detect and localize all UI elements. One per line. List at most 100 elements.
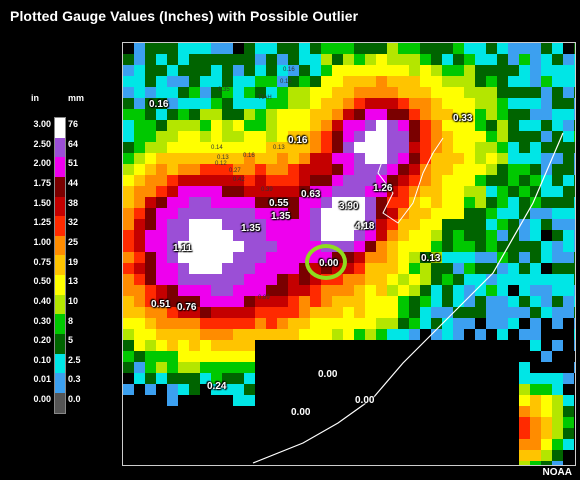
- rainfall-cell: [387, 208, 398, 219]
- rainfall-cell: [255, 153, 266, 164]
- rainfall-cell: [563, 428, 574, 439]
- rainfall-cell: [189, 384, 200, 395]
- rainfall-cell: [167, 307, 178, 318]
- rainfall-cell: [497, 329, 508, 340]
- rainfall-cell: [552, 131, 563, 142]
- rainfall-cell: [420, 197, 431, 208]
- rainfall-cell: [398, 54, 409, 65]
- rainfall-cell: [398, 285, 409, 296]
- rainfall-cell: [475, 54, 486, 65]
- rainfall-cell: [497, 120, 508, 131]
- rainfall-cell: [288, 230, 299, 241]
- rainfall-cell: [156, 186, 167, 197]
- rainfall-cell: [387, 43, 398, 54]
- rainfall-cell: [167, 208, 178, 219]
- rainfall-cell: [365, 230, 376, 241]
- rainfall-cell: [464, 175, 475, 186]
- rainfall-cell: [156, 230, 167, 241]
- rainfall-cell: [475, 197, 486, 208]
- rainfall-cell: [387, 274, 398, 285]
- rainfall-cell: [475, 230, 486, 241]
- rainfall-cell: [475, 120, 486, 131]
- gauge-value-label: 0.24: [207, 381, 227, 392]
- rainfall-cell: [310, 318, 321, 329]
- rainfall-cell: [233, 329, 244, 340]
- rainfall-cell: [453, 241, 464, 252]
- rainfall-cell: [145, 186, 156, 197]
- rainfall-cell: [409, 197, 420, 208]
- rainfall-cell: [497, 186, 508, 197]
- rainfall-cell: [211, 43, 222, 54]
- rainfall-cell: [134, 307, 145, 318]
- rainfall-cell: [431, 65, 442, 76]
- rainfall-cell: [233, 197, 244, 208]
- rainfall-cell: [244, 120, 255, 131]
- rainfall-cell: [541, 43, 552, 54]
- rainfall-cell: [541, 274, 552, 285]
- rainfall-cell: [321, 230, 332, 241]
- rainfall-cell: [343, 87, 354, 98]
- rainfall-cell: [431, 230, 442, 241]
- rainfall-cell: [530, 87, 541, 98]
- rainfall-cell: [563, 219, 574, 230]
- legend-tick-mm: 51: [68, 158, 79, 169]
- rainfall-cell: [233, 373, 244, 384]
- rainfall-cell: [255, 208, 266, 219]
- rainfall-cell: [354, 263, 365, 274]
- rainfall-cell: [321, 120, 332, 131]
- rainfall-cell: [255, 109, 266, 120]
- rainfall-cell: [365, 98, 376, 109]
- rainfall-cell: [277, 307, 288, 318]
- rainfall-cell: [376, 208, 387, 219]
- rainfall-cell: [376, 175, 387, 186]
- rainfall-cell: [464, 65, 475, 76]
- rainfall-cell: [277, 54, 288, 65]
- rainfall-cell: [541, 241, 552, 252]
- legend-tick-inches: 2.50: [33, 138, 51, 149]
- rainfall-cell: [145, 109, 156, 120]
- rainfall-cell: [123, 186, 134, 197]
- rainfall-cell: [123, 142, 134, 153]
- rainfall-cell: [508, 164, 519, 175]
- rainfall-cell: [134, 120, 145, 131]
- rainfall-cell: [442, 285, 453, 296]
- legend-tick-mm: 10: [68, 295, 79, 306]
- rainfall-cell: [519, 197, 530, 208]
- gauge-value-label: 1.35: [241, 223, 261, 234]
- rainfall-cell: [387, 131, 398, 142]
- rainfall-cell: [233, 142, 244, 153]
- rainfall-cell: [398, 76, 409, 87]
- rainfall-cell: [453, 318, 464, 329]
- rainfall-cell: [244, 54, 255, 65]
- rainfall-cell: [332, 76, 343, 87]
- rainfall-cell: [145, 175, 156, 186]
- rainfall-cell: [156, 76, 167, 87]
- legend-tick-mm: 64: [68, 138, 79, 149]
- rainfall-cell: [255, 230, 266, 241]
- rainfall-cell: [354, 186, 365, 197]
- rainfall-cell: [398, 318, 409, 329]
- rainfall-cell: [343, 76, 354, 87]
- rainfall-cell: [222, 318, 233, 329]
- rainfall-cell: [156, 252, 167, 263]
- rainfall-cell: [343, 329, 354, 340]
- rainfall-cell: [508, 274, 519, 285]
- rainfall-cell: [464, 87, 475, 98]
- rainfall-cell: [123, 230, 134, 241]
- rainfall-cell: [145, 76, 156, 87]
- rainfall-cell: [288, 318, 299, 329]
- rainfall-cell: [233, 153, 244, 164]
- rainfall-cell: [486, 43, 497, 54]
- rainfall-cell: [442, 329, 453, 340]
- rainfall-cell: [277, 43, 288, 54]
- legend-tick-mm: 76: [68, 119, 79, 129]
- rainfall-cell: [277, 329, 288, 340]
- rainfall-cell: [563, 142, 574, 153]
- rainfall-cell: [288, 252, 299, 263]
- rainfall-cell: [156, 65, 167, 76]
- rainfall-cell: [178, 263, 189, 274]
- rainfall-cell: [167, 109, 178, 120]
- rainfall-cell: [508, 54, 519, 65]
- rainfall-cell: [255, 142, 266, 153]
- rainfall-cell: [365, 175, 376, 186]
